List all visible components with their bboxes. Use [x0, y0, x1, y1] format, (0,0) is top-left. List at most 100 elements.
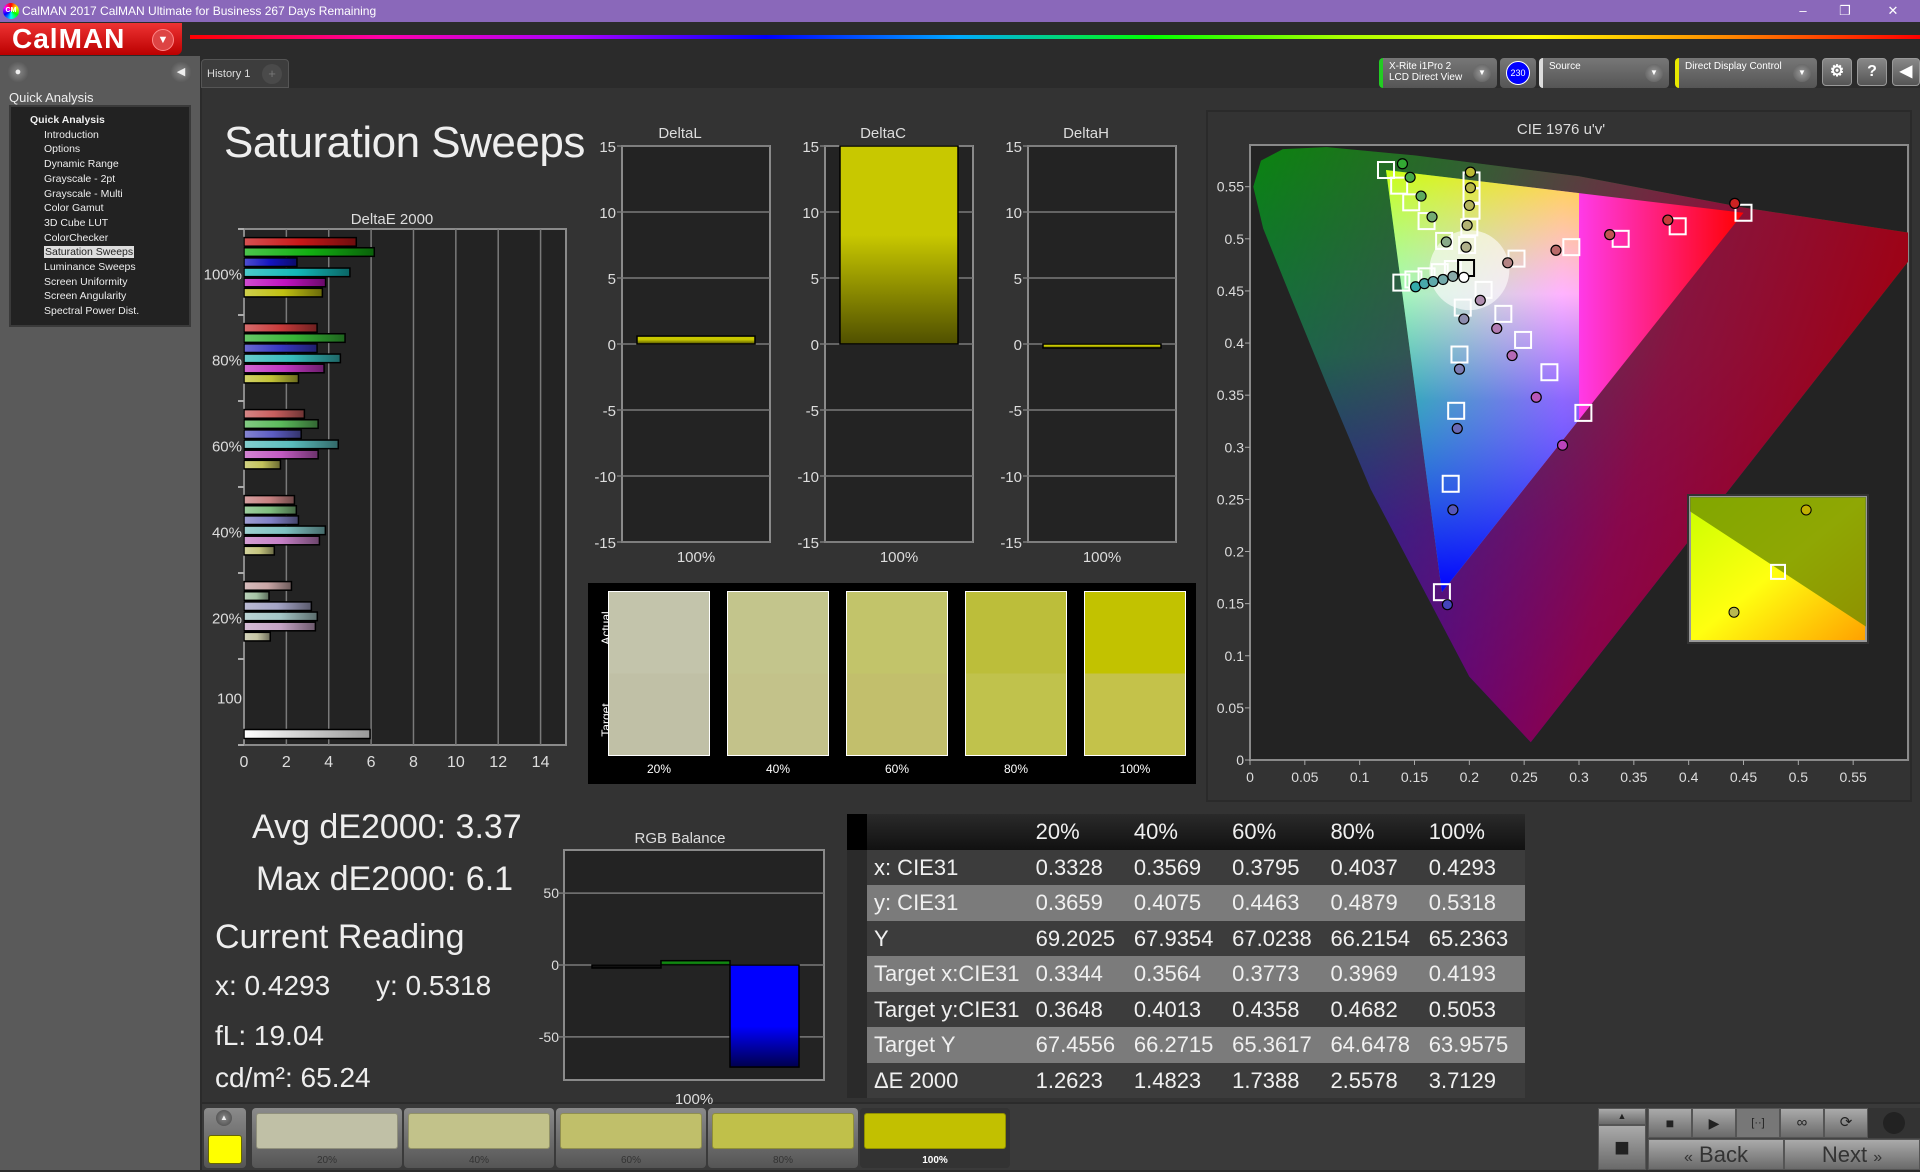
bar-cyan-80%	[243, 353, 342, 364]
meter-name: X-Rite i1Pro 2	[1389, 61, 1452, 72]
measure-window-icon[interactable]: [··]	[1736, 1108, 1780, 1138]
target-point	[1390, 176, 1409, 195]
sweep-point-100%[interactable]: 100%	[860, 1108, 1010, 1168]
settings-gear-icon[interactable]: ⚙	[1822, 58, 1852, 86]
x-tick-label: 0.15	[1401, 769, 1428, 785]
bar-magenta-80%	[243, 363, 325, 374]
row-label: Target y:CIE31	[873, 996, 1020, 1022]
y-tick-label: -5	[806, 403, 819, 420]
table-cell: 0.3773	[1232, 961, 1300, 986]
y-tick-label: 0.3	[1225, 439, 1245, 455]
sweep-point-color	[864, 1113, 1006, 1149]
sidebar-item-luminance-sweeps[interactable]: Luminance Sweeps	[11, 260, 189, 275]
sweep-point-color	[712, 1113, 854, 1149]
sidebar-item-screen-uniformity[interactable]: Screen Uniformity	[11, 275, 189, 290]
sweep-point-40%[interactable]: 40%	[404, 1108, 554, 1168]
expand-up-icon[interactable]: ▲	[1598, 1108, 1646, 1125]
play-icon[interactable]: ▶	[1692, 1108, 1736, 1138]
bar-red-80%	[243, 322, 318, 333]
sidebar-item-saturation-sweeps[interactable]: Saturation Sweeps	[11, 245, 189, 260]
deltac-chart: DeltaC 15 10 5 0 -5 -10 -15 100%	[797, 125, 974, 566]
row-label: y: CIE31	[873, 890, 959, 915]
sidebar-item-grayscale-multi[interactable]: Grayscale - Multi	[11, 187, 189, 202]
calman-menu-button[interactable]: CalMAN	[0, 23, 182, 55]
loop-icon[interactable]: ∞	[1780, 1108, 1824, 1138]
sidebar-item-spectral-power-dist[interactable]: Spectral Power Dist.	[11, 304, 189, 319]
deltae-2000-chart: DeltaE 2000 0 2 4 6 8 10 12 14 100% 80% 60% 40% 20% 10…	[204, 211, 567, 771]
sidebar-item-screen-angularity[interactable]: Screen Angularity	[11, 289, 189, 304]
meter-badge-button[interactable]: 230	[1500, 58, 1536, 88]
y-tick-label: 0	[1014, 337, 1022, 354]
table-cell: 69.2025	[1035, 925, 1116, 951]
row-label: x: CIE31	[873, 854, 959, 880]
source-selector[interactable]: Source ▼	[1539, 58, 1669, 88]
sidebar-item-label: Screen Angularity	[44, 290, 127, 303]
chevron-down-icon[interactable]: ▼	[1645, 64, 1663, 82]
y-tick-label: 100%	[204, 267, 242, 284]
measured-point	[1458, 313, 1470, 325]
expand-up-icon[interactable]: ▲	[216, 1110, 232, 1126]
help-icon[interactable]: ?	[1857, 58, 1887, 86]
sidebar-item-label: Color Gamut	[44, 202, 104, 215]
chevron-down-icon[interactable]: ▼	[1473, 64, 1491, 82]
table-cell: 65.3617	[1232, 1032, 1312, 1057]
x-tick-label: 100%	[880, 549, 918, 566]
collapse-right-icon[interactable]: ◀	[1892, 58, 1920, 86]
sweep-point-20%[interactable]: 20%	[252, 1108, 402, 1168]
sidebar-item-color-gamut[interactable]: Color Gamut	[11, 201, 189, 216]
sidebar-item-label: Spectral Power Dist.	[44, 305, 140, 318]
measured-point	[1458, 271, 1470, 283]
chevron-down-icon[interactable]: ▼	[1793, 64, 1811, 82]
table-cell: 0.3569	[1133, 854, 1202, 880]
measured-point	[1415, 190, 1427, 202]
inset-measured-point	[1728, 606, 1740, 618]
x-tick-label: 12	[489, 754, 507, 771]
y-tick-label: 0.4	[1225, 335, 1245, 351]
y-tick-label: 15	[599, 139, 616, 156]
x-tick-label: 0.3	[1569, 769, 1589, 785]
bar-yellow-80%	[243, 373, 300, 384]
sidebar-item-options[interactable]: Options	[11, 142, 189, 157]
stop-icon[interactable]: ■	[1648, 1108, 1692, 1138]
meter-selector[interactable]: X-Rite i1Pro 2 LCD Direct View ▼	[1379, 58, 1497, 88]
measured-point	[1491, 322, 1503, 335]
collapse-sidebar-icon[interactable]: ◀	[170, 61, 192, 83]
stop-measure-icon[interactable]: ■	[1598, 1125, 1646, 1170]
x-tick-label: 0	[240, 754, 249, 771]
refresh-icon[interactable]: ⟳	[1824, 1108, 1868, 1138]
x-tick-label: 14	[532, 754, 550, 771]
restore-button[interactable]: ❐	[1839, 3, 1851, 18]
sidebar-item-3d-cube-lut[interactable]: 3D Cube LUT	[11, 216, 189, 231]
sidebar-item-introduction[interactable]: Introduction	[11, 128, 189, 143]
display-control-selector[interactable]: Direct Display Control ▼	[1675, 58, 1817, 88]
table-cell: 0.3648	[1035, 996, 1103, 1022]
y-tick-label: -50	[539, 1029, 559, 1045]
sidebar-item-label: Grayscale - Multi	[44, 187, 123, 200]
sweep-point-80%[interactable]: 80%	[708, 1108, 858, 1168]
add-tab-button[interactable]: +	[262, 64, 282, 84]
table-cell: 1.2623	[1035, 1067, 1103, 1093]
minimize-button[interactable]: –	[1799, 3, 1807, 18]
next-button[interactable]: Next »	[1784, 1139, 1920, 1170]
x-tick-label: 0.45	[1730, 769, 1757, 785]
y-tick-label: 0.25	[1217, 491, 1244, 507]
pin-icon[interactable]: ●	[7, 61, 29, 83]
sidebar-item-quick-analysis[interactable]: Quick Analysis	[11, 113, 189, 128]
sidebar-item-dynamic-range[interactable]: Dynamic Range	[11, 157, 189, 172]
close-button[interactable]: ✕	[1887, 3, 1899, 18]
sidebar-item-colorchecker[interactable]: ColorChecker	[11, 231, 189, 246]
y-tick-label: -5	[1009, 403, 1022, 420]
y-tick-label: 10	[802, 205, 819, 222]
y-tick-label: 10	[1005, 205, 1022, 222]
window-title: CalMAN 2017 CalMAN Ultimate for Business…	[22, 4, 377, 18]
sweep-point-60%[interactable]: 60%	[556, 1108, 706, 1168]
sidebar-item-label: Saturation Sweeps	[44, 246, 135, 259]
back-button[interactable]: « Back	[1648, 1139, 1784, 1170]
measured-point	[1461, 219, 1473, 231]
sidebar-item-grayscale-2pt[interactable]: Grayscale - 2pt	[11, 172, 189, 187]
source-label: Source	[1549, 61, 1581, 72]
table-cell: 0.3564	[1133, 961, 1202, 986]
green-balance-bar	[660, 959, 731, 966]
chevron-down-icon[interactable]: ▼	[152, 29, 174, 51]
y-tick-label: 5	[1014, 271, 1022, 288]
